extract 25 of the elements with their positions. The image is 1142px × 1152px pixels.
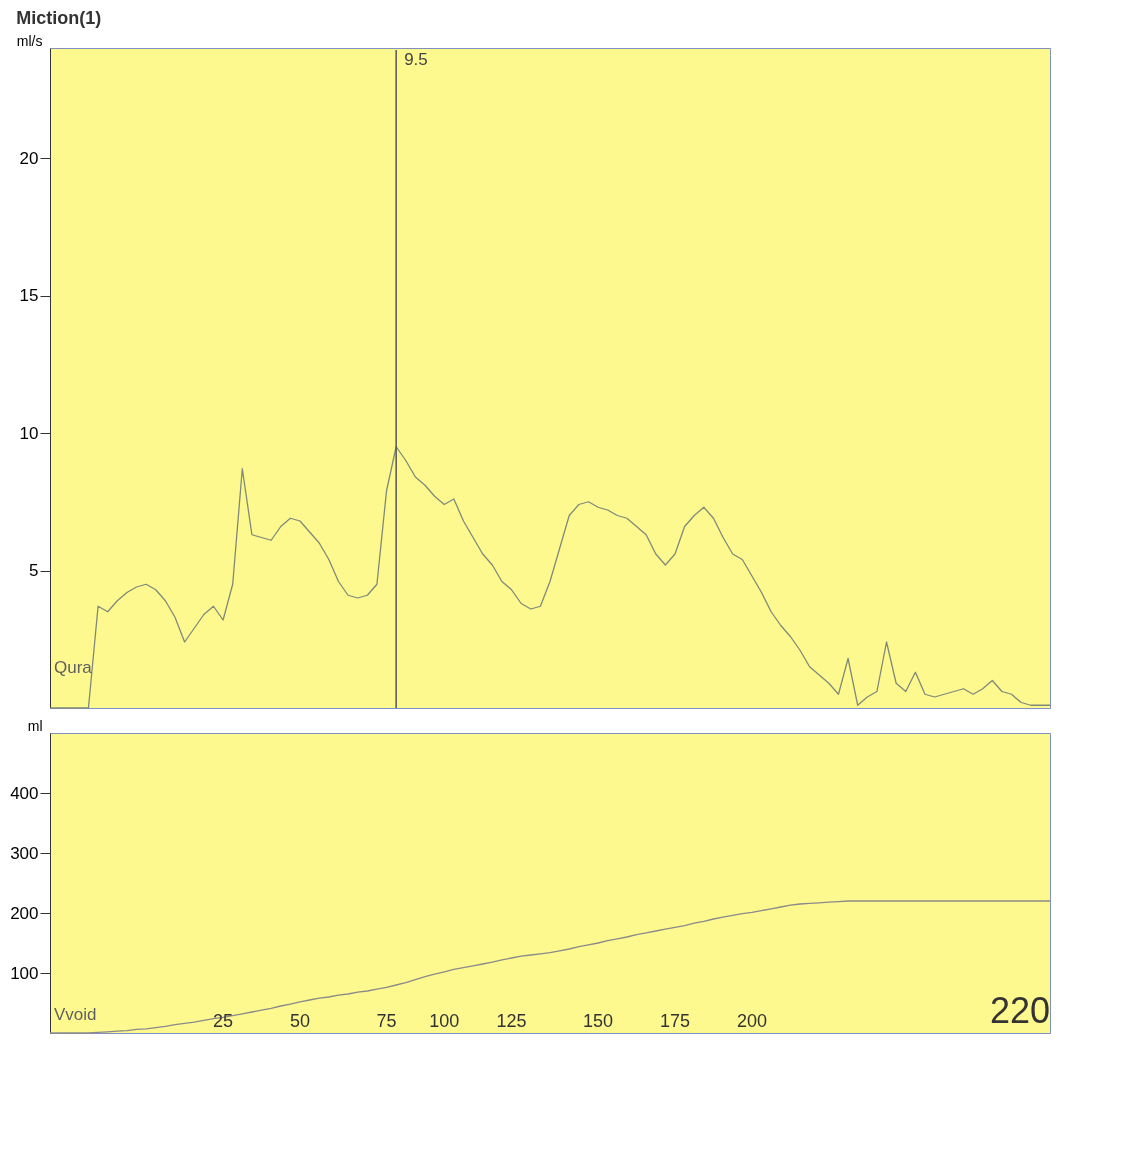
annotation: 100 xyxy=(429,1011,460,1031)
line-series xyxy=(49,446,1051,709)
chart-title: Miction(1) xyxy=(16,8,102,28)
y-tick-label: 400 xyxy=(10,783,39,803)
y-tick-label: 10 xyxy=(19,423,39,443)
y-tick-label: 100 xyxy=(10,963,39,983)
series-label: Vvoid xyxy=(54,1005,97,1024)
line-series xyxy=(49,900,1051,1034)
y-tick-label: 300 xyxy=(10,843,39,863)
annotation: 220 xyxy=(989,990,1050,1031)
annotation: 25 xyxy=(213,1011,234,1031)
annotation: 175 xyxy=(659,1011,691,1031)
annotation: 125 xyxy=(496,1011,527,1031)
y-axis-title: ml/s xyxy=(16,32,43,49)
annotation: 50 xyxy=(289,1011,311,1031)
series-label: Qura xyxy=(54,658,93,678)
y-axis-title: ml xyxy=(27,717,43,734)
annotation: 200 xyxy=(736,1011,767,1031)
annotation: 9.5 xyxy=(404,49,428,69)
annotation: 75 xyxy=(376,1011,397,1031)
y-tick-label: 200 xyxy=(10,903,39,923)
annotation: 150 xyxy=(583,1011,614,1031)
y-tick-label: 5 xyxy=(29,561,39,580)
y-tick-label: 20 xyxy=(19,148,39,168)
y-tick-label: 15 xyxy=(19,286,39,305)
